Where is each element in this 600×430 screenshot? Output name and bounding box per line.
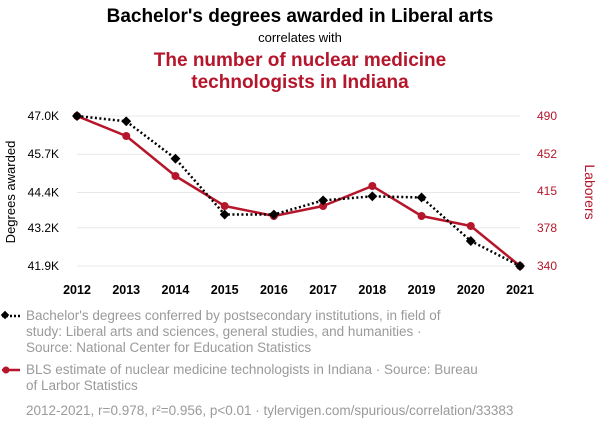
right-tick-label: 490 <box>537 109 557 123</box>
left-axis-label: Degrees awarded <box>3 141 18 244</box>
right-axis-label: Laborers <box>582 164 598 219</box>
chart-subtitle-line2: technologists in Indiana <box>191 72 409 93</box>
footer-stats: 2012-2021, r=0.978, r²=0.956, p<0.01 · t… <box>26 403 513 418</box>
legend-series2-line1: BLS estimate of nuclear medicine technol… <box>26 362 478 377</box>
x-tick-label: 2012 <box>63 283 91 297</box>
technologists-point <box>466 222 475 230</box>
right-tick-label: 378 <box>537 221 557 235</box>
legend-series1-line2: study: Liberal arts and sciences, genera… <box>26 324 421 339</box>
series-layer <box>72 111 525 271</box>
x-tick-label: 2014 <box>162 283 190 297</box>
chart-connector: correlates with <box>258 30 342 45</box>
left-tick-label: 41.9K <box>28 259 59 273</box>
right-axis-ticks: 340 378 415 452 490 <box>537 109 557 273</box>
right-tick-label: 452 <box>537 147 557 161</box>
x-tick-label: 2016 <box>260 283 288 297</box>
left-tick-label: 44.4K <box>28 185 59 199</box>
legend: Bachelor's degrees conferred by postseco… <box>0 308 478 393</box>
degrees-point <box>318 195 329 206</box>
degrees-point <box>121 116 132 127</box>
degrees-point <box>416 192 427 203</box>
legend-series2-line2: of Larbor Statistics <box>26 378 138 393</box>
technologists-point <box>368 182 377 190</box>
degrees-point <box>219 209 230 220</box>
degrees-point <box>170 153 181 164</box>
x-tick-label: 2021 <box>506 283 534 297</box>
x-tick-label: 2018 <box>358 283 386 297</box>
left-tick-label: 45.7K <box>28 147 59 161</box>
left-axis-ticks: 41.9K 43.2K 44.4K 45.7K 47.0K <box>28 109 59 273</box>
x-tick-label: 2019 <box>408 283 436 297</box>
technologists-point <box>220 202 229 210</box>
legend-marker-series1 <box>0 310 20 320</box>
technologists-point <box>171 172 180 180</box>
degrees-point <box>367 191 378 202</box>
x-tick-label: 2020 <box>457 283 485 297</box>
legend-series1-line3: Source: National Center for Education St… <box>26 340 311 355</box>
chart-subtitle-line1: The number of nuclear medicine <box>154 50 446 71</box>
chart-title: Bachelor's degrees awarded in Liberal ar… <box>107 6 494 27</box>
degrees-point <box>72 111 82 121</box>
x-axis-ticks: 2012 2013 2014 2015 2016 2017 2018 2019 2020 2021 <box>63 283 534 297</box>
right-tick-label: 415 <box>537 184 557 198</box>
left-tick-label: 47.0K <box>28 109 59 123</box>
x-tick-label: 2017 <box>309 283 337 297</box>
legend-marker-series2 <box>2 366 20 374</box>
series-technologists-line <box>76 114 521 267</box>
degrees-point <box>268 209 279 220</box>
technologists-point <box>417 212 426 220</box>
left-tick-label: 43.2K <box>28 221 59 235</box>
degrees-point <box>515 261 525 271</box>
technologists-point <box>122 132 131 140</box>
legend-series1-line1: Bachelor's degrees conferred by postseco… <box>26 308 441 323</box>
x-tick-label: 2013 <box>112 283 140 297</box>
grid-lines <box>77 115 520 267</box>
technologists-point <box>319 202 328 210</box>
right-tick-label: 340 <box>537 259 557 273</box>
x-tick-label: 2015 <box>211 283 239 297</box>
degrees-point <box>465 236 476 246</box>
series-degrees-line <box>76 114 521 268</box>
